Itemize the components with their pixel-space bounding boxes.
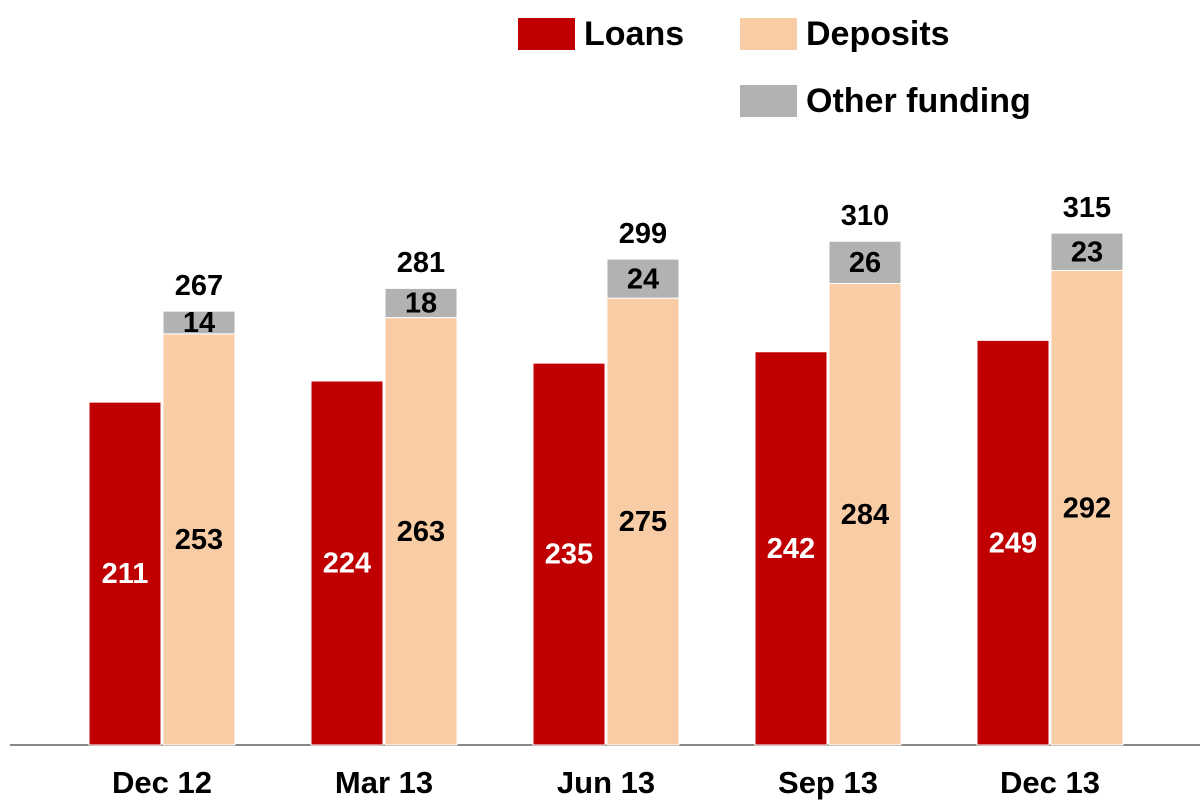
x-tick-label: Mar 13 <box>335 765 433 800</box>
data-label: 18 <box>405 288 437 320</box>
bar <box>162 333 236 746</box>
bar <box>384 317 458 746</box>
bar <box>606 297 680 746</box>
legend-swatch <box>740 18 797 50</box>
total-label: 315 <box>1063 192 1111 224</box>
data-label: 26 <box>849 247 881 279</box>
bar <box>162 310 236 335</box>
x-tick-label: Jun 13 <box>557 765 655 800</box>
total-label: 299 <box>619 218 667 250</box>
data-label: 235 <box>545 539 593 571</box>
data-label: 292 <box>1063 492 1111 524</box>
bar <box>88 401 162 746</box>
data-label: 14 <box>183 307 215 339</box>
bar <box>606 258 680 299</box>
data-label: 23 <box>1071 236 1103 268</box>
data-label: 263 <box>397 516 445 548</box>
bar <box>384 287 458 319</box>
data-label: 253 <box>175 524 223 556</box>
bar <box>828 240 902 284</box>
data-label: 242 <box>767 533 815 565</box>
x-tick-label: Dec 12 <box>112 765 212 800</box>
data-label: 275 <box>619 506 667 538</box>
data-label: 249 <box>989 527 1037 559</box>
legend-label: Loans <box>584 15 684 53</box>
data-label: 211 <box>102 558 149 590</box>
legend-label: Other funding <box>806 82 1031 120</box>
bar <box>754 351 828 746</box>
total-label: 310 <box>841 200 889 232</box>
x-tick-label: Sep 13 <box>778 765 878 800</box>
legend-label: Deposits <box>806 15 950 53</box>
bar <box>1050 270 1124 746</box>
data-label: 224 <box>323 548 371 580</box>
bar <box>976 339 1050 746</box>
total-label: 267 <box>175 270 223 302</box>
total-label: 281 <box>397 247 445 279</box>
x-tick-label: Dec 13 <box>1000 765 1100 800</box>
bar <box>532 362 606 746</box>
bar <box>1050 232 1124 271</box>
bar <box>310 380 384 746</box>
legend-swatch <box>518 18 575 50</box>
data-label: 24 <box>627 263 659 295</box>
data-label: 284 <box>841 499 889 531</box>
legend-swatch <box>740 85 797 117</box>
